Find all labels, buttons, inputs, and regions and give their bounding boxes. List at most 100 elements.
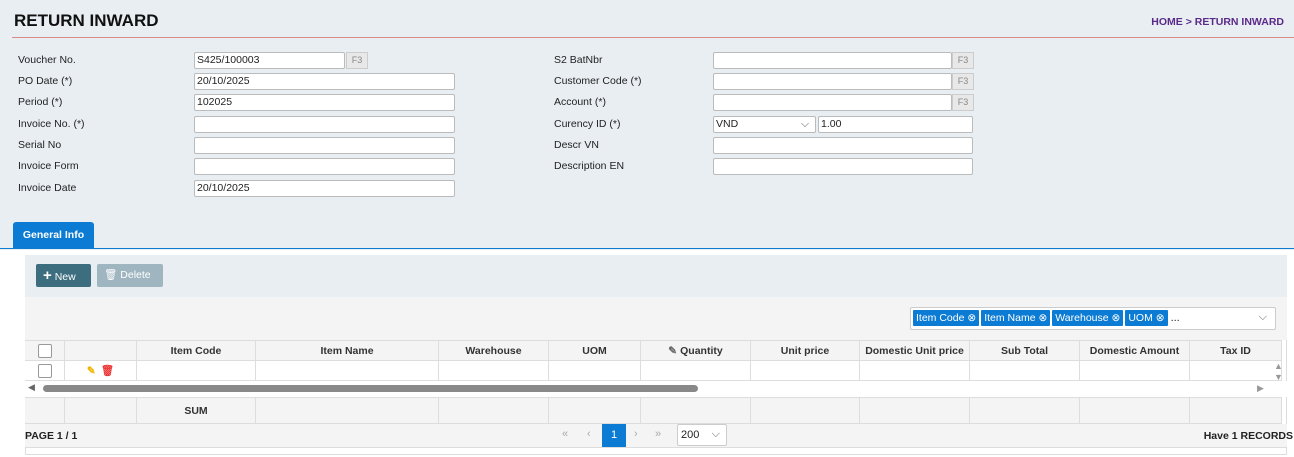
field-input[interactable]: 102025 (194, 94, 455, 111)
remove-tag-icon[interactable]: ⊗ (1038, 312, 1048, 324)
grid-cell[interactable] (256, 361, 439, 380)
prev-page-icon[interactable]: ‹ (587, 428, 591, 440)
grid-cell[interactable] (641, 361, 751, 380)
field-input[interactable]: 20/10/2025 (194, 73, 455, 90)
table-row[interactable]: ✎ 🗑 (25, 361, 1282, 381)
column-header[interactable] (25, 341, 65, 360)
scrollbar-thumb[interactable] (43, 385, 698, 392)
grid-cell[interactable] (860, 361, 970, 380)
column-header[interactable]: Warehouse (439, 341, 549, 360)
field-label: Description EN (554, 160, 625, 172)
new-button[interactable]: + New (36, 264, 91, 287)
trash-icon: 🗑 (104, 269, 118, 281)
grid-cell: ✎ 🗑 (65, 361, 137, 380)
field-input[interactable] (713, 73, 952, 90)
column-tag[interactable]: Item Code ⊗ (913, 310, 980, 326)
remove-tag-icon[interactable]: ⊗ (1155, 312, 1165, 324)
grid-toolbar: + New 🗑 Delete (25, 255, 1287, 298)
scroll-down-icon[interactable]: ▼ (1274, 372, 1283, 382)
grid-cell[interactable] (751, 361, 860, 380)
chevron-down-icon[interactable]: ⌵ (1258, 311, 1267, 323)
column-header[interactable]: Tax ID (1190, 341, 1282, 360)
field-input[interactable] (713, 52, 952, 69)
column-tag[interactable]: UOM ⊗ (1125, 310, 1168, 326)
column-header[interactable]: ✎ Quantity (641, 341, 751, 360)
edit-icon[interactable]: ✎ (86, 364, 96, 377)
sum-cell (860, 398, 970, 423)
breadcrumb[interactable]: HOME > RETURN INWARD (1151, 16, 1284, 28)
field-label: Invoice Date (18, 182, 77, 194)
column-header[interactable]: Unit price (751, 341, 860, 360)
last-page-icon[interactable]: » (655, 428, 662, 440)
column-header[interactable]: Item Name (256, 341, 439, 360)
select-all-checkbox[interactable] (37, 343, 52, 358)
remove-tag-icon[interactable]: ⊗ (967, 312, 977, 324)
currency-select[interactable]: VND ⌵ (713, 116, 816, 133)
field-label: Curency ID (*) (554, 118, 621, 130)
record-count: Have 1 RECORDS (1203, 430, 1293, 442)
scroll-left-icon[interactable]: ◀ (28, 382, 35, 392)
sum-cell (549, 398, 641, 423)
grid-cell[interactable] (439, 361, 549, 380)
scroll-right-icon[interactable]: ▶ (1257, 383, 1264, 393)
tab-general-info[interactable]: General Info (13, 222, 94, 249)
field-label: Voucher No. (18, 54, 76, 66)
field-input[interactable] (194, 158, 455, 175)
field-label: Period (*) (18, 96, 63, 108)
sum-cell (256, 398, 439, 423)
field-input[interactable]: 20/10/2025 (194, 180, 455, 197)
lookup-button[interactable]: F3 (952, 94, 974, 111)
column-header[interactable]: Domestic Amount (1080, 341, 1190, 360)
sum-cell (25, 398, 65, 423)
column-header[interactable] (65, 341, 137, 360)
sum-cell: SUM (137, 398, 256, 423)
lookup-button[interactable]: F3 (952, 52, 974, 69)
page-indicator: PAGE 1 / 1 (25, 430, 78, 442)
sum-cell (439, 398, 549, 423)
sum-cell (1190, 398, 1282, 423)
page-1-button[interactable]: 1 (602, 424, 626, 447)
column-tag[interactable]: Warehouse ⊗ (1052, 310, 1124, 326)
row-checkbox[interactable] (37, 363, 52, 378)
field-input[interactable] (713, 158, 973, 175)
next-page-icon[interactable]: › (634, 428, 638, 440)
field-input[interactable]: S425/100003 (194, 52, 345, 69)
remove-tag-icon[interactable]: ⊗ (1111, 312, 1121, 324)
horizontal-scrollbar[interactable]: ◀ ▶ (25, 381, 1287, 397)
field-input[interactable] (713, 137, 973, 154)
column-header[interactable]: Domestic Unit price (860, 341, 970, 360)
page-size-select[interactable]: 200 ⌵ (677, 424, 727, 446)
delete-row-icon[interactable]: 🗑 (100, 365, 115, 377)
first-page-icon[interactable]: « (562, 428, 569, 440)
grid-cell[interactable] (137, 361, 256, 380)
column-header[interactable]: Sub Total (970, 341, 1080, 360)
tab-underline (0, 248, 1294, 249)
scroll-up-icon[interactable]: ▲ (1274, 361, 1283, 371)
chevron-down-icon: ⌵ (801, 118, 809, 130)
grid-header: Item Code Item Name Warehouse UOM ✎ Quantity U… (25, 340, 1282, 361)
field-input[interactable] (194, 116, 455, 133)
grid-cell[interactable] (1190, 361, 1282, 380)
sum-cell (641, 398, 751, 423)
field-label: Descr VN (554, 139, 599, 151)
column-tag[interactable]: Item Name ⊗ (981, 310, 1051, 326)
field-input[interactable] (194, 137, 455, 154)
exchange-rate-input[interactable]: 1.00 (818, 116, 973, 133)
sum-cell (1080, 398, 1190, 423)
grid-cell[interactable] (970, 361, 1080, 380)
field-input[interactable] (713, 94, 952, 111)
chevron-down-icon: ⌵ (711, 428, 720, 440)
field-label: Invoice No. (*) (18, 118, 85, 130)
delete-button[interactable]: 🗑 Delete (97, 264, 163, 287)
lookup-button[interactable]: F3 (952, 73, 974, 90)
column-header[interactable]: UOM (549, 341, 641, 360)
field-label: Customer Code (*) (554, 75, 642, 87)
lookup-button[interactable]: F3 (346, 52, 368, 69)
grid-cell[interactable] (549, 361, 641, 380)
column-chooser-select[interactable]: Item Code ⊗ Item Name ⊗ Warehouse ⊗ UOM ⊗..… (910, 307, 1276, 330)
grid-cell[interactable] (1080, 361, 1190, 380)
sum-cell (65, 398, 137, 423)
page-title: RETURN INWARD (14, 11, 159, 30)
sum-cell (970, 398, 1080, 423)
column-header[interactable]: Item Code (137, 341, 256, 360)
